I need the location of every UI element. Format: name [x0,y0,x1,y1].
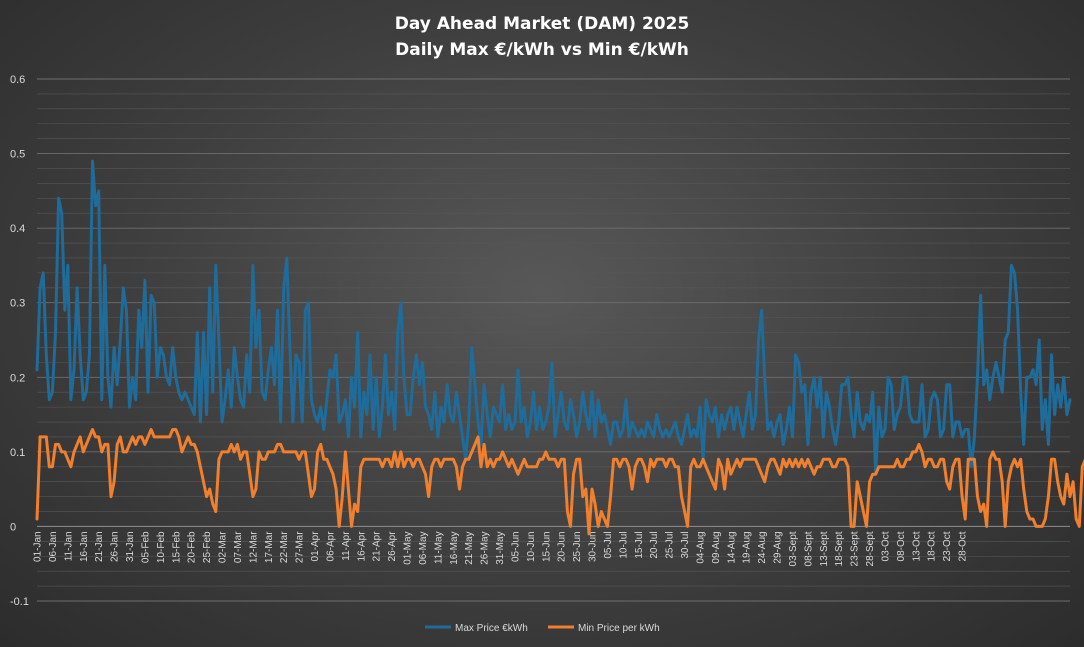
x-tick-label: 31-May [495,531,506,564]
x-tick-label: 21-May [464,531,475,564]
x-tick-label: 22-Mar [279,531,290,563]
y-tick-label: 0.2 [10,372,25,384]
x-tick-label: 14-Aug [726,531,737,563]
x-axis-tick-labels: 01-Jan 06-Jan 11-Jan 16-Jan 21-Jan 26-Jan 31-J… [33,531,969,567]
x-tick-label: 24-Aug [757,531,768,563]
legend-label: Min Price per kWh [578,623,660,634]
x-tick-label: 10-Feb [156,531,167,563]
x-tick-label: 20-Jul [649,531,660,558]
x-tick-label: 08-Sept [803,531,814,566]
legend-label: Max Price €kWh [455,623,528,634]
x-tick-label: 20-Feb [187,531,198,563]
x-tick-label: 01-Apr [310,531,321,562]
x-tick-label: 23-Oct [942,531,953,561]
x-tick-label: 15-Jul [634,531,645,558]
x-tick-label: 26-Apr [387,531,398,562]
x-tick-label: 25-Feb [202,531,213,563]
x-tick-label: 03-Oct [880,531,891,561]
x-tick-label: 21-Apr [372,531,383,562]
x-tick-label: 20-Jun [557,531,568,562]
y-tick-label: 0.4 [10,223,25,235]
x-tick-label: 18-Oct [927,531,938,561]
x-tick-label: 15-Jun [541,531,552,562]
x-tick-label: 01-Jan [33,531,44,562]
x-tick-label: 07-Mar [233,531,244,563]
x-tick-label: 28-Sept [865,531,876,566]
x-tick-label: 12-Mar [248,531,259,563]
chart-subtitle: Daily Max €/kWh vs Min €/kWh [395,40,689,60]
x-tick-label: 28-Oct [958,531,969,561]
x-tick-label: 30-Jun [588,531,599,562]
x-tick-label: 05-Feb [140,531,151,563]
x-tick-label: 11-Jan [63,531,74,561]
series-line-min-price [35,428,1084,536]
x-tick-label: 11-Apr [341,531,352,561]
x-tick-label: 06-Apr [325,531,336,562]
x-tick-label: 16-May [449,531,460,564]
y-tick-label: 0.3 [10,298,25,310]
x-tick-label: 06-Jan [48,531,59,562]
x-tick-label: 25-Jul [665,531,676,558]
x-tick-label: 05-Jun [510,531,521,562]
x-tick-label: 16-Apr [356,531,367,562]
x-tick-label: 09-Aug [711,531,722,563]
gridlines [37,78,1070,602]
legend: Max Price €kWh Min Price per kWh [425,623,660,634]
x-tick-label: 05-Jul [603,531,614,558]
x-tick-label: 11-May [433,531,444,564]
series-line-max-price [35,159,1072,476]
x-tick-label: 29-Aug [773,531,784,563]
x-tick-label: 16-Jan [79,531,90,562]
chart-title: Day Ahead Market (DAM) 2025 [395,14,690,34]
y-tick-label: 0.6 [10,74,25,86]
x-tick-label: 06-May [418,531,429,564]
x-tick-label: 18-Sept [834,531,845,566]
y-tick-label: -0.1 [10,596,29,608]
x-tick-label: 25-Jun [572,531,583,562]
x-tick-label: 04-Aug [695,531,706,563]
y-axis-tick-labels: -0.1 0 0.1 0.2 0.3 0.4 0.5 0.6 [10,74,29,608]
series-lines [35,159,1084,536]
x-tick-label: 08-Oct [896,531,907,561]
y-tick-label: 0.1 [10,447,25,459]
x-tick-label: 15-Feb [171,531,182,563]
x-tick-label: 26-May [480,531,491,564]
x-tick-label: 30-Jul [680,531,691,558]
x-tick-label: 23-Sept [850,531,861,566]
x-tick-label: 10-Jul [618,531,629,558]
x-tick-label: 31-Jan [125,531,136,562]
x-tick-label: 26-Jan [110,531,121,562]
y-tick-label: 0 [10,521,16,533]
x-tick-label: 10-Jun [526,531,537,562]
x-tick-label: 03-Sept [788,531,799,566]
x-tick-label: 19-Aug [742,531,753,563]
x-tick-label: 02-Mar [218,531,229,563]
x-tick-label: 13-Sept [819,531,830,566]
x-tick-label: 17-Mar [264,531,275,563]
x-tick-label: 27-Mar [295,531,306,563]
x-tick-label: 13-Oct [911,531,922,561]
x-tick-label: 21-Jan [94,531,105,562]
x-tick-label: 01-May [403,531,414,564]
y-tick-label: 0.5 [10,149,25,161]
